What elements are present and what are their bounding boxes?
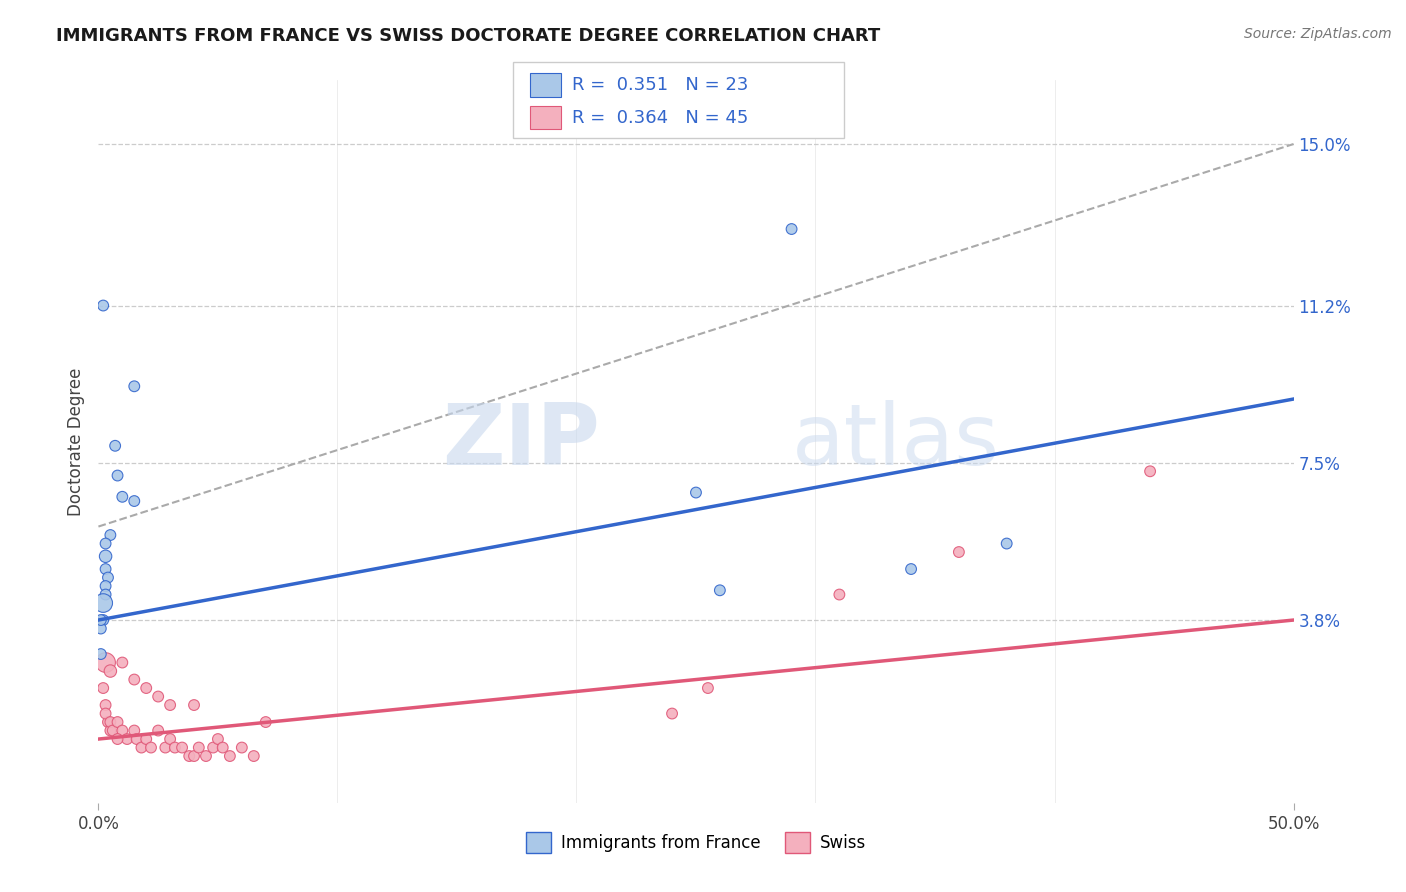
Point <box>900 562 922 576</box>
Point <box>159 698 181 712</box>
Point <box>124 723 146 738</box>
Point <box>94 706 117 721</box>
Y-axis label: Doctorate Degree: Doctorate Degree <box>66 368 84 516</box>
Point <box>697 681 720 695</box>
Point <box>135 681 157 695</box>
Point <box>155 740 177 755</box>
Point <box>91 681 114 695</box>
Point <box>159 732 181 747</box>
Point <box>94 549 117 564</box>
Text: R =  0.364   N = 45: R = 0.364 N = 45 <box>572 109 748 127</box>
Point <box>111 656 134 670</box>
Point <box>115 732 138 747</box>
Point <box>183 749 205 764</box>
Point <box>98 723 122 738</box>
Point <box>94 656 117 670</box>
Point <box>94 536 117 550</box>
Point <box>685 485 707 500</box>
Point <box>148 723 170 738</box>
Point <box>243 749 266 764</box>
Point <box>124 673 146 687</box>
Point <box>104 439 127 453</box>
Point <box>163 740 186 755</box>
Point <box>135 732 157 747</box>
Text: R =  0.351   N = 23: R = 0.351 N = 23 <box>572 76 748 94</box>
Point <box>107 714 129 729</box>
Point <box>107 468 129 483</box>
Point <box>179 749 201 764</box>
Point <box>124 494 146 508</box>
Point <box>91 596 114 610</box>
Point <box>97 570 120 584</box>
Text: Source: ZipAtlas.com: Source: ZipAtlas.com <box>1244 27 1392 41</box>
Point <box>131 740 153 755</box>
Point <box>90 613 112 627</box>
Point <box>207 732 229 747</box>
Point <box>111 723 134 738</box>
Point <box>94 579 117 593</box>
Point <box>211 740 233 755</box>
Text: ZIP: ZIP <box>443 400 600 483</box>
Point <box>172 740 194 755</box>
Point <box>124 379 146 393</box>
Point <box>828 588 851 602</box>
Point <box>91 299 114 313</box>
Point <box>195 749 218 764</box>
Point <box>98 528 122 542</box>
Point <box>91 613 114 627</box>
Text: atlas: atlas <box>792 400 1000 483</box>
Point <box>219 749 242 764</box>
Point <box>183 698 205 712</box>
Point <box>948 545 970 559</box>
Point <box>1139 464 1161 478</box>
Point <box>94 588 117 602</box>
Point <box>90 622 112 636</box>
Point <box>94 562 117 576</box>
Legend: Immigrants from France, Swiss: Immigrants from France, Swiss <box>519 826 873 860</box>
Point <box>94 698 117 712</box>
Point <box>125 732 148 747</box>
Point <box>98 664 122 678</box>
Point <box>231 740 253 755</box>
Point <box>187 740 209 755</box>
Point <box>202 740 225 755</box>
Point <box>90 647 112 661</box>
Point <box>995 536 1018 550</box>
Point <box>254 714 277 729</box>
Point <box>709 583 731 598</box>
Point <box>101 723 124 738</box>
Point <box>98 714 122 729</box>
Point <box>148 690 170 704</box>
Point <box>780 222 803 236</box>
Point <box>139 740 162 755</box>
Point <box>661 706 683 721</box>
Point <box>107 732 129 747</box>
Point <box>111 490 134 504</box>
Text: IMMIGRANTS FROM FRANCE VS SWISS DOCTORATE DEGREE CORRELATION CHART: IMMIGRANTS FROM FRANCE VS SWISS DOCTORAT… <box>56 27 880 45</box>
Point <box>97 714 120 729</box>
